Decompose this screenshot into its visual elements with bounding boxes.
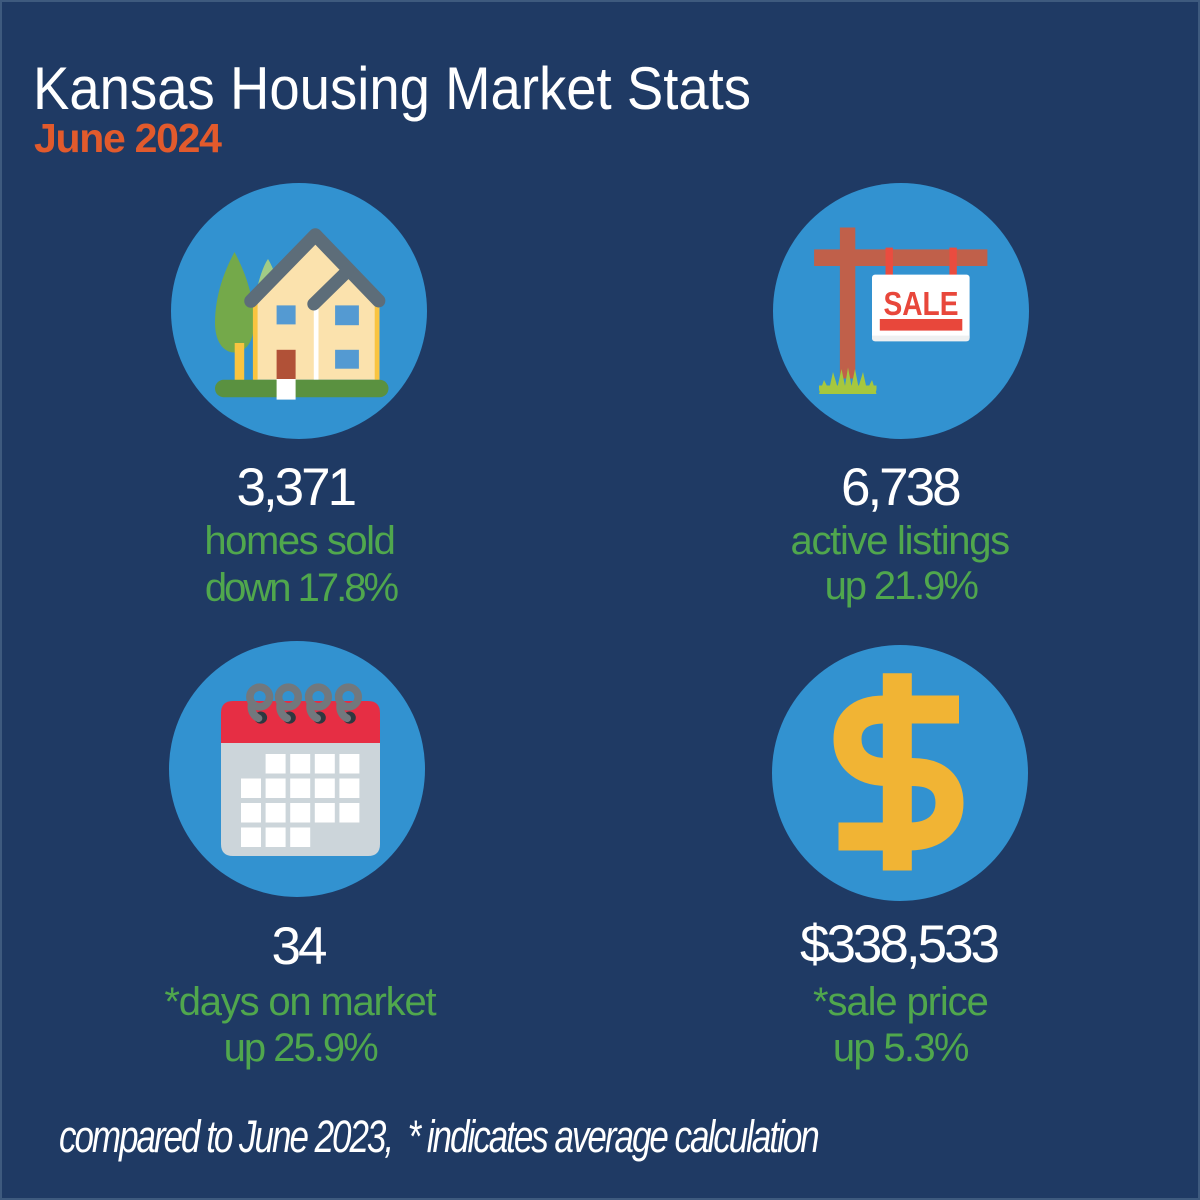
- svg-text:SALE: SALE: [883, 286, 958, 323]
